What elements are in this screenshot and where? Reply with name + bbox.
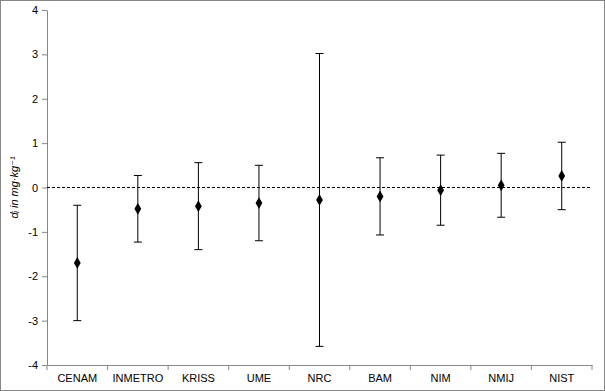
y-tick-label: -2 (28, 270, 38, 282)
data-point (256, 197, 263, 209)
data-point (377, 190, 384, 202)
error-bar-cap (376, 234, 384, 235)
error-bar-cap (437, 225, 445, 226)
error-bar-cap (497, 153, 505, 154)
y-tick-mark (42, 365, 47, 366)
y-tick: -4 (28, 359, 47, 371)
error-bar-cap (437, 155, 445, 156)
error-bar (134, 176, 142, 243)
error-bar-cap (497, 217, 505, 218)
error-bar-cap (194, 162, 202, 163)
x-tick: UME (247, 365, 271, 384)
error-bar-cap (73, 320, 81, 321)
y-tick: -1 (28, 226, 47, 238)
error-bar (255, 165, 263, 240)
error-bar (376, 158, 384, 235)
error-bar-cap (558, 209, 566, 210)
y-tick-label: -1 (28, 226, 38, 238)
data-point (558, 170, 565, 182)
x-tick: BAM (368, 365, 392, 384)
x-tick: INMETRO (112, 365, 163, 384)
error-bar-cap (376, 157, 384, 158)
data-point (437, 184, 444, 196)
error-bar (437, 155, 445, 225)
x-tick-label: NMIJ (488, 372, 514, 384)
y-tick: -3 (28, 315, 47, 327)
x-tick: NMIJ (488, 365, 514, 384)
category-divider (349, 365, 350, 370)
category-divider (289, 365, 290, 370)
y-tick-label: -3 (28, 315, 38, 327)
category-divider (228, 365, 229, 370)
error-bar-cap (134, 175, 142, 176)
chart: -4 -3 -2 -1 0 1 2 3 4 CENAM INMETRO KRISS UME NRC BAM N… (0, 0, 605, 391)
category-divider (107, 365, 108, 370)
x-tick-label: BAM (368, 372, 392, 384)
x-tick-label: NRC (308, 372, 332, 384)
data-point (74, 257, 81, 269)
category-divider (470, 365, 471, 370)
x-tick: CENAM (57, 365, 97, 384)
y-tick: -2 (28, 270, 47, 282)
x-tick: KRISS (182, 365, 215, 384)
error-bar (73, 205, 81, 320)
y-tick-mark (42, 321, 47, 322)
x-tick: NRC (308, 365, 332, 384)
x-tick-label: CENAM (57, 372, 97, 384)
data-point (195, 200, 202, 212)
x-axis: CENAM INMETRO KRISS UME NRC BAM NIM NMIJ NIST (47, 365, 593, 384)
error-bar (316, 53, 324, 346)
y-tick-mark (42, 143, 47, 144)
chart-frame (1, 1, 605, 391)
category-divider (47, 365, 48, 370)
error-bar-cap (255, 165, 263, 166)
y-tick-label: 4 (32, 4, 38, 16)
marks (47, 53, 592, 346)
x-tick-label: KRISS (182, 372, 215, 384)
category-divider (592, 365, 593, 370)
y-tick-label: 1 (32, 137, 38, 149)
error-bar-cap (558, 142, 566, 143)
y-axis-title: dᵢ in mg·kg⁻¹ (8, 156, 20, 219)
y-tick-label: 3 (32, 48, 38, 60)
y-tick-label: 0 (32, 182, 38, 194)
y-tick: 4 (32, 4, 47, 16)
y-tick: 2 (32, 93, 47, 105)
error-bar (497, 153, 505, 217)
data-point (498, 179, 505, 191)
error-bar-cap (316, 346, 324, 347)
y-tick-mark (42, 99, 47, 100)
category-divider (410, 365, 411, 370)
x-tick-label: INMETRO (112, 372, 163, 384)
y-tick-mark (42, 10, 47, 11)
error-bar-cap (194, 249, 202, 250)
category-divider (168, 365, 169, 370)
x-tick-label: UME (247, 372, 271, 384)
y-tick-mark (42, 232, 47, 233)
y-tick-mark (42, 276, 47, 277)
x-tick: NIM (431, 365, 451, 384)
error-bar (194, 163, 202, 250)
y-axis: -4 -3 -2 -1 0 1 2 3 4 (28, 4, 47, 371)
x-axis-line (48, 365, 593, 366)
y-tick-mark (42, 188, 47, 189)
category-divider (531, 365, 532, 370)
plot-area: -4 -3 -2 -1 0 1 2 3 4 CENAM INMETRO KRISS UME NRC BAM N… (28, 4, 592, 384)
error-bar-cap (134, 242, 142, 243)
error-bar-cap (255, 240, 263, 241)
y-tick: 1 (32, 137, 47, 149)
y-tick-mark (42, 54, 47, 55)
y-tick: 3 (32, 48, 47, 60)
x-tick-label: NIST (549, 372, 574, 384)
error-bar-cap (73, 205, 81, 206)
y-tick: 0 (32, 182, 47, 194)
error-bar (558, 142, 566, 209)
y-tick-label: 2 (32, 93, 38, 105)
error-bar-cap (316, 53, 324, 54)
x-tick: NIST (549, 365, 574, 384)
y-tick-label: -4 (28, 359, 38, 371)
x-tick-label: NIM (431, 372, 451, 384)
data-point (316, 194, 323, 206)
data-point (134, 203, 141, 215)
